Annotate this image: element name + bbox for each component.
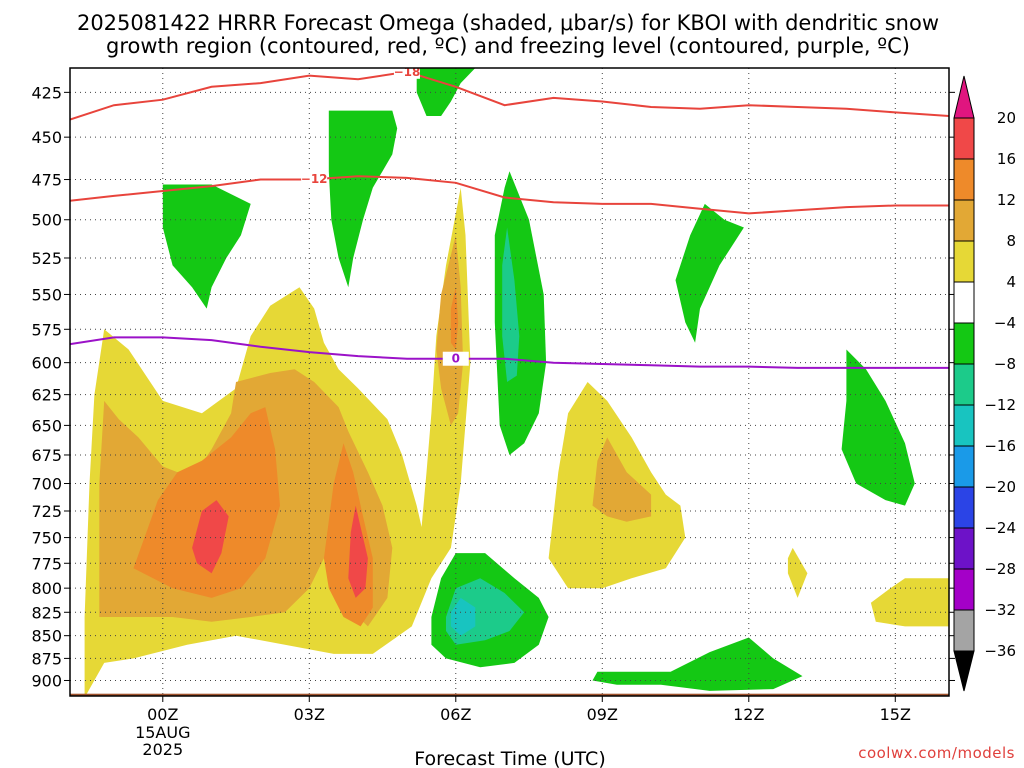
dgz-contour xyxy=(70,175,949,215)
y-axis-ticks: 425 450 475 500 525 550 575 600 625 650 675 700 725 7… xyxy=(31,83,955,690)
omega-region xyxy=(348,505,368,598)
colorbar-bin xyxy=(953,240,975,283)
omega-region xyxy=(328,110,398,288)
omega-shading xyxy=(84,68,949,696)
x-tick-label: 12Z xyxy=(733,705,764,724)
colorbar-label: −8 xyxy=(994,355,1016,373)
y-tick-label: 475 xyxy=(31,171,62,190)
y-tick-label: 825 xyxy=(31,603,62,622)
colorbar-bin xyxy=(953,158,975,201)
colorbar-bin xyxy=(953,445,975,488)
colorbar-label: 12 xyxy=(997,191,1016,209)
colorbar-bin xyxy=(953,117,975,160)
colorbar-bin xyxy=(953,199,975,242)
y-tick-label: 700 xyxy=(31,474,62,493)
freezing-level-contour xyxy=(70,336,949,369)
terrain-band xyxy=(70,693,949,696)
freezing-level-contour-label-bg xyxy=(442,351,469,366)
x-tick-label: 00Z xyxy=(147,705,178,724)
y-tick-label: 650 xyxy=(31,416,62,435)
x-tick-year: 2025 xyxy=(142,740,183,759)
omega-region xyxy=(592,637,803,691)
x-tick-label: 15Z xyxy=(880,705,911,724)
omega-region xyxy=(787,547,808,598)
y-tick-label: 900 xyxy=(31,671,62,690)
dgz-contour-label: −12 xyxy=(301,172,328,186)
dgz-contour-label: −18 xyxy=(394,65,421,79)
y-tick-label: 625 xyxy=(31,386,62,405)
x-tick-label: 03Z xyxy=(294,705,325,724)
y-tick-label: 775 xyxy=(31,554,62,573)
colorbar-bin xyxy=(953,568,975,611)
credit-text: coolwx.com/models xyxy=(858,744,1015,762)
y-tick-label: 600 xyxy=(31,354,62,373)
y-tick-label: 675 xyxy=(31,446,62,465)
y-tick-label: 500 xyxy=(31,211,62,230)
colorbar-label: −32 xyxy=(984,601,1016,619)
colorbar-bin xyxy=(953,404,975,447)
y-tick-label: 850 xyxy=(31,627,62,646)
colorbar-label: −16 xyxy=(984,437,1016,455)
temperature-contours: −18 −12 0 xyxy=(70,65,949,369)
dgz-contour-label-bg xyxy=(393,68,420,79)
colorbar-label: −36 xyxy=(984,642,1016,660)
colorbar-bin xyxy=(953,281,975,324)
colorbar-label: 20 xyxy=(997,109,1016,127)
colorbar-label: −20 xyxy=(984,478,1016,496)
colorbar-bin xyxy=(953,527,975,570)
omega-region xyxy=(870,578,949,627)
omega-region xyxy=(192,500,229,574)
colorbar: 20 16 12 8 4 −4 −8 −12 −16 −20 −24 −28 −32 −36 xyxy=(953,75,1016,692)
y-tick-label: 575 xyxy=(31,320,62,339)
x-tick-label: 09Z xyxy=(587,705,618,724)
y-tick-label: 450 xyxy=(31,128,62,147)
omega-region xyxy=(436,235,464,426)
colorbar-top-arrow xyxy=(953,75,975,119)
chart-title-line2: growth region (contoured, red, ºC) and f… xyxy=(106,34,910,58)
y-tick-label: 725 xyxy=(31,502,62,521)
freezing-level-contour-label: 0 xyxy=(452,352,460,366)
omega-region xyxy=(450,287,459,350)
y-tick-label: 550 xyxy=(31,285,62,304)
colorbar-label: 8 xyxy=(1006,232,1016,250)
x-tick-label: 06Z xyxy=(440,705,471,724)
dgz-contour-label-bg xyxy=(301,172,328,187)
colorbar-label: 4 xyxy=(1006,273,1016,291)
y-tick-label: 800 xyxy=(31,579,62,598)
omega-region xyxy=(592,437,652,522)
omega-region xyxy=(675,203,744,343)
colorbar-label: −24 xyxy=(984,519,1016,537)
x-axis-title: Forecast Time (UTC) xyxy=(414,748,605,768)
colorbar-bin xyxy=(953,363,975,406)
omega-region xyxy=(450,597,476,636)
chart-title-line1: 2025081422 HRRR Forecast Omega (shaded, … xyxy=(77,11,939,35)
y-tick-label: 525 xyxy=(31,249,62,268)
omega-region xyxy=(162,184,251,309)
colorbar-bin xyxy=(953,322,975,365)
colorbar-label: −28 xyxy=(984,560,1016,578)
dgz-contour xyxy=(70,70,949,121)
plot-border xyxy=(69,67,950,697)
colorbar-bin xyxy=(953,486,975,529)
y-tick-label: 425 xyxy=(31,83,62,102)
y-tick-label: 875 xyxy=(31,649,62,668)
x-tick-date: 15AUG xyxy=(135,723,190,742)
omega-region xyxy=(841,349,915,506)
colorbar-label: −4 xyxy=(994,314,1016,332)
omega-region xyxy=(133,407,280,598)
y-tick-label: 750 xyxy=(31,529,62,548)
plot-frame xyxy=(69,67,950,697)
colorbar-label: −12 xyxy=(984,396,1016,414)
colorbar-label: 16 xyxy=(997,150,1016,168)
omega-region xyxy=(502,227,520,382)
colorbar-bottom-arrow xyxy=(953,650,975,692)
terrain-surface xyxy=(70,693,949,696)
colorbar-bin xyxy=(953,609,975,652)
